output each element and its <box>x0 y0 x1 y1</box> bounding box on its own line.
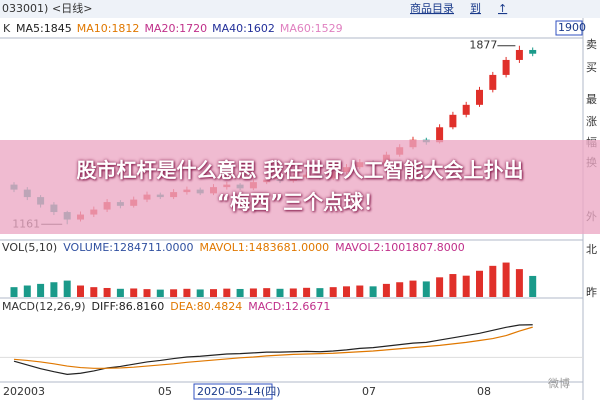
volume-bar <box>156 289 164 297</box>
price-box-text: 1900 <box>558 21 586 34</box>
candle-body <box>462 104 470 115</box>
candle-body <box>489 74 497 90</box>
volume-bar <box>210 289 217 297</box>
side-label: 买 <box>586 61 597 74</box>
headline-line: “梅西”三个点球！ <box>216 190 384 214</box>
volume-bar <box>449 274 457 297</box>
watermark: 微博 <box>548 376 570 390</box>
volume-bar <box>23 285 31 297</box>
volume-bar <box>37 283 45 297</box>
volume-bar <box>382 283 390 297</box>
candle-body <box>449 114 457 128</box>
volume-bar <box>396 282 404 297</box>
volume-bar <box>236 288 244 297</box>
volume-bar <box>249 288 257 297</box>
toolbar-button[interactable]: 商品目录 <box>410 1 454 15</box>
indicator-legend: MACD:12.6671 <box>248 300 330 313</box>
side-label: 涨 <box>586 115 597 128</box>
high-label: 1877 <box>469 39 497 52</box>
macd-line <box>13 326 533 369</box>
toolbar-button[interactable]: ↑ <box>498 2 507 15</box>
code: 033001) <box>2 2 48 15</box>
volume-bar <box>103 287 111 297</box>
price-box <box>555 20 583 36</box>
volume-bar <box>223 288 231 297</box>
legend-k: K <box>3 22 11 35</box>
volume-bar <box>316 288 324 297</box>
volume-bar <box>369 286 377 297</box>
macd-line <box>13 324 533 375</box>
headline-line: 股市杠杆是什么意思 我在世界人工智能大会上扑出 <box>76 158 524 182</box>
candle-body <box>529 49 537 54</box>
indicator-legend: DIFF:86.8160 <box>92 300 165 313</box>
volume-bar <box>63 280 71 297</box>
volume-bar <box>462 275 470 297</box>
period: <日线> <box>52 1 92 15</box>
ma-legend: MA20:1720 <box>144 22 207 35</box>
volume-bar <box>50 282 58 297</box>
indicator-legend: VOL(5,10) <box>2 241 57 254</box>
x-axis-label: 08 <box>477 385 491 398</box>
indicator-legend: MACD(12,26,9) <box>2 300 86 313</box>
volume-bar <box>529 275 537 297</box>
volume-bar <box>77 285 84 297</box>
side-label: 北 <box>586 243 597 256</box>
x-axis-label: 2020-05-14(四) <box>197 385 281 398</box>
volume-bar <box>276 288 284 297</box>
side-label: 昨 <box>586 286 597 299</box>
indicator-legend: MAVOL2:1001807.8000 <box>335 241 465 254</box>
volume-bar <box>10 287 18 297</box>
volume-bar <box>409 280 417 297</box>
volume-bar <box>196 289 204 297</box>
ma-legend: MA40:1602 <box>212 22 275 35</box>
volume-bar <box>329 287 337 297</box>
x-axis-label: 07 <box>362 385 376 398</box>
candle-body <box>436 127 444 143</box>
volume-bar <box>303 287 311 297</box>
volume-bar <box>476 270 483 297</box>
candle-body <box>502 59 510 75</box>
candle-body <box>515 49 523 60</box>
volume-bar <box>422 281 430 297</box>
volume-bar <box>289 288 297 297</box>
volume-bar <box>116 288 124 297</box>
volume-bar <box>263 288 271 297</box>
ma-legend: MA10:1812 <box>77 22 140 35</box>
side-label: 卖 <box>586 38 597 51</box>
toolbar-button[interactable]: 到 <box>470 2 481 15</box>
x-axis-label: 202003 <box>3 385 45 398</box>
candle-body <box>476 89 483 105</box>
volume-bar <box>436 277 444 297</box>
indicator-legend: MAVOL1:1483681.0000 <box>199 241 329 254</box>
volume-bar <box>90 287 98 297</box>
x-axis-label: 05 <box>158 385 172 398</box>
volume-bar <box>343 286 350 297</box>
headline-overlay: 股市杠杆是什么意思 我在世界人工智能大会上扑出 “梅西”三个点球！ <box>0 140 600 234</box>
volume-bar <box>502 262 510 297</box>
ma-legend: MA60:1529 <box>280 22 343 35</box>
ma-legend: MA5:1845 <box>16 22 72 35</box>
volume-bar <box>183 288 191 297</box>
volume-bar <box>489 265 497 297</box>
date-box <box>193 383 273 400</box>
volume-bar <box>356 285 364 297</box>
indicator-legend: VOLUME:1284711.0000 <box>63 241 193 254</box>
volume-bar <box>143 289 151 297</box>
volume-bar <box>130 288 138 297</box>
side-label: 最 <box>586 93 597 106</box>
top-bar <box>0 0 600 18</box>
indicator-legend: DEA:80.4824 <box>170 300 242 313</box>
volume-bar <box>515 269 523 297</box>
volume-bar <box>170 289 178 297</box>
